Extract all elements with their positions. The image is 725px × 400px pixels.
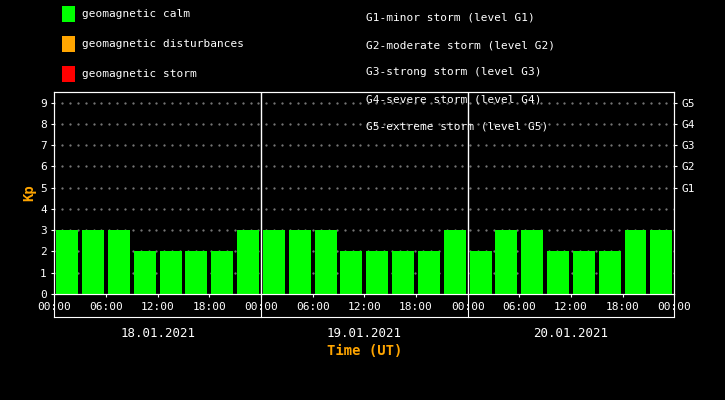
Bar [547, 252, 569, 294]
Bar [82, 230, 104, 294]
Text: G1-minor storm (level G1): G1-minor storm (level G1) [366, 13, 535, 23]
Bar [289, 230, 311, 294]
Bar [573, 252, 594, 294]
Bar [495, 230, 518, 294]
Text: G3-strong storm (level G3): G3-strong storm (level G3) [366, 67, 542, 77]
Bar [160, 252, 181, 294]
Text: geomagnetic storm: geomagnetic storm [82, 69, 196, 79]
Bar [444, 230, 465, 294]
Bar [470, 252, 492, 294]
Bar [108, 230, 130, 294]
Text: geomagnetic disturbances: geomagnetic disturbances [82, 39, 244, 49]
Bar [366, 252, 388, 294]
Bar [392, 252, 414, 294]
Bar [650, 230, 672, 294]
Bar [186, 252, 207, 294]
Text: G2-moderate storm (level G2): G2-moderate storm (level G2) [366, 40, 555, 50]
Text: 19.01.2021: 19.01.2021 [327, 327, 402, 340]
Text: G4-severe storm (level G4): G4-severe storm (level G4) [366, 94, 542, 104]
Text: 20.01.2021: 20.01.2021 [534, 327, 608, 340]
Bar [237, 230, 259, 294]
Text: 18.01.2021: 18.01.2021 [120, 327, 195, 340]
Text: Time (UT): Time (UT) [327, 344, 402, 358]
Bar [624, 230, 647, 294]
Text: G5-extreme storm (level G5): G5-extreme storm (level G5) [366, 122, 548, 132]
Bar [521, 230, 543, 294]
Bar [599, 252, 621, 294]
Bar [134, 252, 156, 294]
Bar [315, 230, 336, 294]
Bar [418, 252, 440, 294]
Bar [211, 252, 233, 294]
Y-axis label: Kp: Kp [22, 185, 36, 201]
Bar [341, 252, 362, 294]
Bar [263, 230, 285, 294]
Text: geomagnetic calm: geomagnetic calm [82, 9, 190, 19]
Bar [57, 230, 78, 294]
